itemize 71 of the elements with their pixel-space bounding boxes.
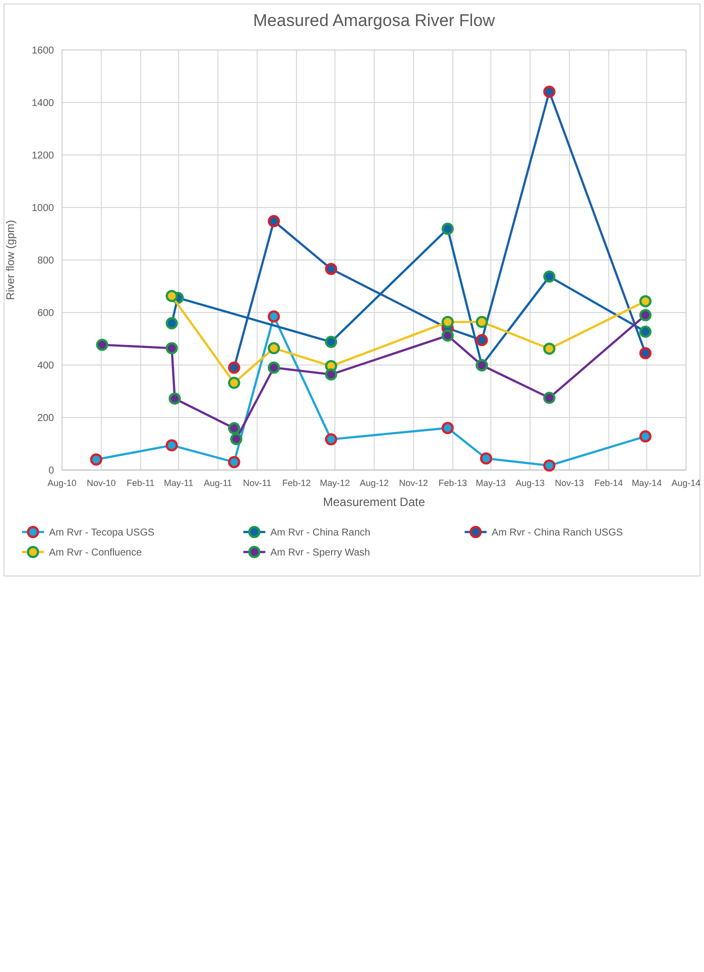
point [166, 317, 178, 330]
point [543, 86, 556, 98]
y-tick-label: 400 [37, 360, 54, 372]
x-tick-label: May-12 [320, 478, 350, 488]
point [268, 362, 280, 374]
y-tick-label: 800 [37, 256, 54, 266]
point [442, 222, 454, 235]
x-tick-label: Nov-12 [399, 478, 428, 488]
y-tick-label: 600 [37, 308, 54, 319]
point [324, 368, 338, 381]
legend-label: Am Rvr - China Ranch [270, 528, 370, 538]
point [480, 452, 492, 465]
point [324, 262, 338, 276]
point [166, 342, 178, 354]
legend-label: Am Rvr - Sperry Wash [270, 548, 370, 558]
chart-title: Measured Amargosa River Flow [253, 11, 496, 30]
x-tick-label: Feb-11 [126, 478, 155, 488]
point [228, 376, 240, 389]
point [543, 270, 556, 283]
x-tick-label: May-14 [632, 478, 662, 488]
x-tick-label: Aug-10 [47, 478, 77, 488]
y-tick-label: 1000 [32, 203, 54, 214]
point [476, 334, 488, 346]
y-tick-label: 1600 [32, 46, 54, 56]
point [442, 316, 454, 328]
x-tick-label: Nov-13 [554, 478, 584, 488]
legend-label: Am Rvr - Confluence [49, 548, 142, 558]
x-tick-label: Nov-10 [86, 478, 116, 488]
point [90, 453, 102, 466]
point [324, 433, 338, 446]
legend-label: Am Rvr - Tecopa USGS [49, 528, 155, 538]
x-tick-label: Aug-12 [360, 478, 389, 488]
point [96, 338, 108, 351]
point [543, 342, 556, 355]
point [228, 456, 240, 468]
x-tick-label: Aug-11 [204, 478, 232, 488]
x-tick-label: Aug-13 [516, 478, 545, 488]
y-axis-title: River flow (gpm) [5, 220, 17, 300]
legend-label: Am Rvr - China Ranch USGS [492, 528, 624, 538]
point [639, 430, 652, 442]
x-axis-title: Measurement Date [322, 495, 426, 509]
x-tick-label: Nov-11 [243, 478, 272, 488]
point [268, 342, 280, 354]
point [166, 439, 178, 452]
point [268, 310, 280, 323]
x-tick-label: Aug-14 [671, 478, 701, 488]
point [639, 309, 652, 322]
point [228, 362, 240, 374]
point [324, 336, 338, 348]
point [168, 392, 181, 405]
point [230, 432, 242, 446]
x-tick-label: May-13 [476, 478, 506, 488]
x-tick-label: May-11 [164, 478, 194, 488]
y-tick-label: 1200 [32, 150, 54, 162]
point [442, 330, 454, 342]
point [543, 392, 556, 404]
x-tick-label: Feb-13 [438, 478, 468, 488]
point [442, 422, 454, 434]
x-tick-label: Feb-14 [594, 478, 623, 488]
x-tick-label: Feb-12 [282, 478, 311, 488]
point [166, 290, 178, 302]
y-tick-label: 200 [37, 413, 54, 424]
point [639, 326, 652, 338]
y-tick-label: 1400 [32, 98, 54, 109]
point [268, 215, 280, 228]
point [543, 459, 556, 472]
point [476, 316, 488, 328]
point [639, 295, 652, 308]
point [228, 422, 240, 434]
point [639, 347, 652, 360]
y-tick-label: 0 [48, 466, 54, 476]
